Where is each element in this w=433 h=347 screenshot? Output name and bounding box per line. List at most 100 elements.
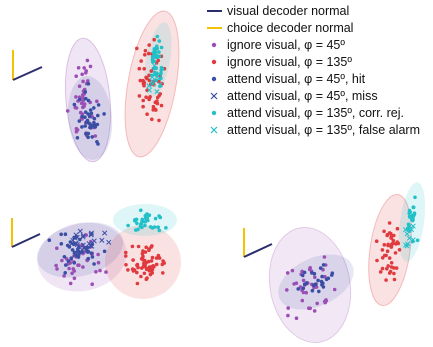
point-attend-135-cr bbox=[415, 238, 420, 243]
legend-attend-45-miss-label: attend visual, φ = 45º, miss bbox=[227, 89, 378, 103]
point-attend-45-hit bbox=[321, 263, 326, 267]
point-ignore-45 bbox=[301, 290, 306, 295]
point-ignore-135 bbox=[160, 262, 165, 267]
point-ignore-135 bbox=[143, 48, 148, 53]
point-ignore-135 bbox=[393, 251, 398, 255]
point-attend-45-hit bbox=[59, 232, 63, 237]
point-ignore-135 bbox=[139, 274, 143, 279]
point-attend-135-cr bbox=[153, 216, 158, 221]
ellipse-ignore-45 bbox=[37, 222, 127, 292]
point-ignore-135 bbox=[158, 92, 162, 96]
point-ignore-45 bbox=[294, 316, 299, 321]
point-attend-45-hit bbox=[326, 276, 331, 281]
legend-attend-135-fa-label: attend visual, φ = 135º, false alarm bbox=[227, 123, 420, 137]
point-ignore-135 bbox=[394, 266, 399, 270]
point-ignore-135 bbox=[151, 104, 156, 109]
point-ignore-135 bbox=[135, 262, 140, 267]
point-attend-45-hit bbox=[80, 114, 84, 119]
point-attend-45-hit bbox=[63, 232, 68, 236]
legend-ignore-45-label: ignore visual, φ = 45º bbox=[227, 38, 345, 52]
point-ignore-135 bbox=[147, 265, 152, 270]
point-ignore-135 bbox=[155, 101, 160, 106]
point-ignore-135 bbox=[143, 53, 147, 57]
point-attend-135-cr bbox=[154, 78, 158, 83]
point-ignore-45 bbox=[62, 274, 66, 278]
point-ignore-45 bbox=[315, 301, 320, 306]
point-ignore-135 bbox=[150, 117, 154, 122]
point-ignore-135 bbox=[137, 94, 142, 98]
point-attend-45-hit bbox=[89, 111, 94, 116]
point-attend-135-fa bbox=[146, 83, 152, 89]
point-attend-135-cr bbox=[155, 34, 160, 39]
point-attend-45-hit bbox=[310, 288, 315, 293]
point-attend-45-hit bbox=[83, 90, 88, 94]
point-ignore-45 bbox=[68, 281, 73, 286]
point-attend-45-hit bbox=[92, 116, 97, 121]
point-attend-135-cr bbox=[140, 219, 144, 223]
point-attend-135-fa bbox=[410, 237, 416, 243]
point-ignore-135 bbox=[392, 271, 396, 276]
point-attend-135-cr bbox=[408, 210, 413, 214]
point-attend-135-cr bbox=[150, 60, 155, 64]
point-attend-45-hit bbox=[321, 285, 326, 289]
point-attend-45-hit bbox=[96, 113, 100, 118]
point-attend-135-cr bbox=[152, 48, 157, 52]
point-ignore-135 bbox=[148, 95, 152, 99]
point-attend-45-hit bbox=[92, 106, 96, 110]
point-attend-45-hit bbox=[83, 124, 87, 128]
point-ignore-135 bbox=[141, 98, 145, 103]
panel-bottom-left bbox=[11, 204, 181, 299]
point-ignore-45 bbox=[74, 74, 78, 78]
legend: visual decoder normal choice decoder nor… bbox=[207, 4, 420, 137]
point-ignore-135 bbox=[154, 108, 158, 112]
point-ignore-135 bbox=[389, 235, 394, 240]
point-ignore-135 bbox=[389, 261, 394, 265]
point-ignore-45 bbox=[80, 117, 84, 121]
point-ignore-135 bbox=[387, 221, 392, 225]
ellipse-ignore-45 bbox=[268, 226, 352, 344]
point-ignore-135 bbox=[135, 281, 140, 286]
point-ignore-135 bbox=[154, 256, 159, 260]
point-ignore-135 bbox=[385, 249, 390, 253]
point-attend-45-hit bbox=[86, 135, 90, 140]
point-ignore-135 bbox=[387, 256, 392, 260]
point-attend-135-cr bbox=[147, 213, 152, 217]
point-attend-45-hit bbox=[72, 102, 77, 107]
point-ignore-135 bbox=[144, 95, 148, 99]
point-attend-45-hit bbox=[64, 263, 68, 267]
point-attend-135-fa bbox=[157, 82, 163, 88]
point-ignore-45 bbox=[81, 79, 85, 84]
point-ignore-135 bbox=[154, 262, 159, 267]
point-attend-45-hit bbox=[84, 120, 89, 124]
point-ignore-135 bbox=[139, 59, 143, 63]
point-ignore-135 bbox=[141, 79, 146, 84]
point-ignore-135 bbox=[385, 266, 389, 271]
point-attend-135-fa bbox=[404, 243, 410, 249]
visual-decoder-axis bbox=[243, 243, 273, 258]
point-ignore-135 bbox=[149, 69, 154, 73]
point-ignore-135 bbox=[140, 257, 145, 262]
point-ignore-135 bbox=[146, 259, 151, 264]
point-ignore-45 bbox=[79, 101, 84, 106]
point-ignore-135 bbox=[135, 46, 139, 51]
point-attend-45-hit bbox=[312, 271, 317, 276]
point-attend-45-hit bbox=[93, 125, 98, 129]
point-attend-135-fa bbox=[156, 76, 162, 82]
point-attend-45-hit bbox=[72, 261, 77, 265]
point-ignore-45 bbox=[55, 246, 59, 250]
point-attend-135-fa bbox=[152, 70, 158, 77]
point-attend-45-miss bbox=[106, 239, 112, 245]
point-attend-45-miss bbox=[99, 237, 105, 243]
point-attend-45-miss bbox=[88, 243, 94, 249]
point-ignore-135 bbox=[144, 277, 149, 282]
point-attend-45-hit bbox=[83, 115, 87, 119]
point-ignore-45 bbox=[81, 105, 85, 110]
point-attend-45-hit bbox=[80, 125, 84, 129]
point-attend-45-hit bbox=[59, 242, 64, 246]
legend-ignore-135-marker bbox=[211, 59, 217, 65]
point-ignore-135 bbox=[147, 73, 151, 78]
point-ignore-45 bbox=[90, 282, 94, 287]
point-ignore-45 bbox=[332, 287, 337, 292]
point-attend-45-hit bbox=[86, 131, 91, 136]
